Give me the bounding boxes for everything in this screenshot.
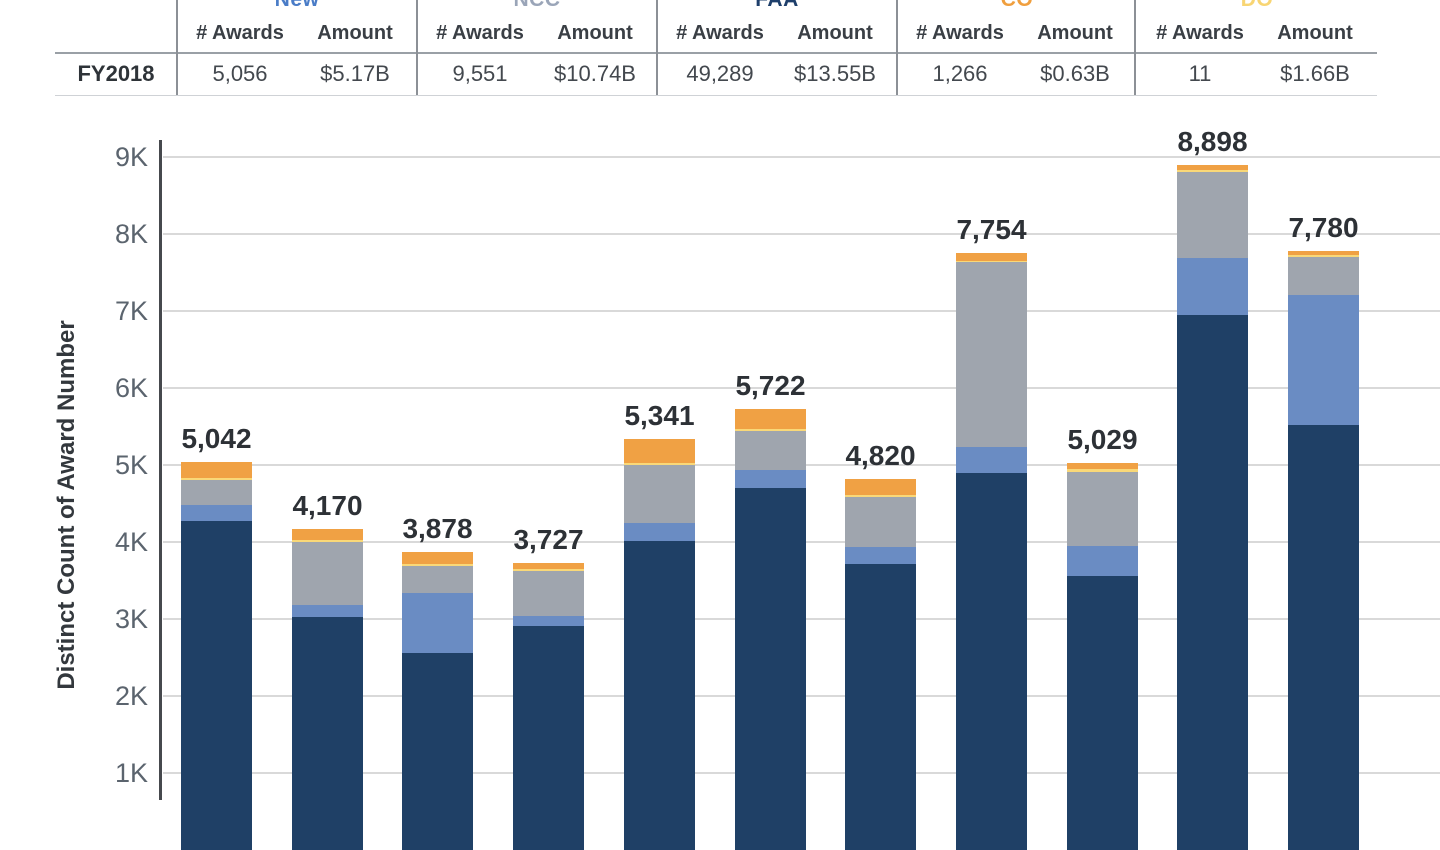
bar-segment-faa[interactable] — [402, 653, 473, 850]
bar-segment-new[interactable] — [292, 605, 363, 617]
stacked-bar[interactable] — [735, 409, 806, 850]
bar-segment-faa[interactable] — [845, 564, 916, 850]
bar-total-label: 5,722 — [671, 371, 871, 401]
bar-segment-new[interactable] — [513, 616, 584, 626]
stacked-bar[interactable] — [956, 253, 1027, 850]
bar-segment-faa[interactable] — [624, 541, 695, 850]
bar-total-label: 7,780 — [1224, 213, 1424, 243]
stacked-bar[interactable] — [402, 552, 473, 850]
bar-total-label: 5,029 — [1003, 425, 1203, 455]
bar-total-label: 5,042 — [117, 424, 317, 454]
y-axis-title: Distinct Count of Award Number — [50, 205, 84, 805]
bar-segment-co[interactable] — [624, 439, 695, 463]
bar-segment-ncc[interactable] — [624, 465, 695, 523]
stacked-bar[interactable] — [624, 439, 695, 850]
bar-segment-co[interactable] — [181, 462, 252, 478]
bar-segment-faa[interactable] — [181, 521, 252, 850]
bar-segment-faa[interactable] — [513, 626, 584, 850]
stacked-bar[interactable] — [845, 479, 916, 850]
y-tick-label: 1K — [78, 758, 148, 788]
bar-segment-new[interactable] — [845, 547, 916, 564]
bar-segment-faa[interactable] — [1067, 576, 1138, 850]
bar-segment-co[interactable] — [956, 253, 1027, 261]
bar-segment-new[interactable] — [735, 470, 806, 488]
bar-segment-new[interactable] — [1288, 295, 1359, 425]
stacked-bar-chart: Distinct Count of Award Number 9K8K7K6K5… — [0, 0, 1440, 800]
bar-total-label: 7,754 — [892, 215, 1092, 245]
bar-segment-co[interactable] — [845, 479, 916, 495]
bar-segment-ncc[interactable] — [1067, 472, 1138, 546]
awards-dashboard: New NCC FAA CO DO # Awards Amount # Awar… — [0, 0, 1440, 800]
y-tick-label: 6K — [78, 373, 148, 403]
stacked-bar[interactable] — [1288, 251, 1359, 850]
bar-segment-ncc[interactable] — [1288, 257, 1359, 295]
bar-segment-ncc[interactable] — [513, 571, 584, 616]
bar-segment-new[interactable] — [1067, 546, 1138, 576]
y-tick-label: 4K — [78, 527, 148, 557]
stacked-bar[interactable] — [1177, 165, 1248, 850]
bar-segment-faa[interactable] — [1288, 425, 1359, 850]
bar-total-label: 8,898 — [1113, 127, 1313, 157]
bar-segment-faa[interactable] — [735, 488, 806, 850]
bar-total-label: 4,820 — [781, 441, 981, 471]
bar-segment-co[interactable] — [735, 409, 806, 429]
bar-segment-faa[interactable] — [1177, 315, 1248, 850]
stacked-bar[interactable] — [292, 529, 363, 850]
stacked-bar[interactable] — [513, 563, 584, 850]
bar-segment-ncc[interactable] — [956, 262, 1027, 447]
y-tick-label: 2K — [78, 681, 148, 711]
gridline — [163, 310, 1440, 312]
bar-segment-ncc[interactable] — [845, 497, 916, 547]
bar-segment-faa[interactable] — [292, 617, 363, 850]
y-tick-label: 5K — [78, 450, 148, 480]
bar-segment-new[interactable] — [624, 523, 695, 541]
bar-segment-ncc[interactable] — [292, 542, 363, 605]
y-axis-line — [159, 140, 162, 800]
bar-segment-faa[interactable] — [956, 473, 1027, 850]
bar-total-label: 3,727 — [449, 525, 649, 555]
bar-total-label: 5,341 — [560, 401, 760, 431]
bar-segment-new[interactable] — [402, 593, 473, 653]
y-tick-label: 3K — [78, 604, 148, 634]
y-tick-label: 7K — [78, 296, 148, 326]
bar-segment-new[interactable] — [1177, 258, 1248, 315]
y-tick-label: 8K — [78, 219, 148, 249]
bar-segment-ncc[interactable] — [402, 566, 473, 593]
y-tick-label: 9K — [78, 142, 148, 172]
stacked-bar[interactable] — [1067, 463, 1138, 850]
